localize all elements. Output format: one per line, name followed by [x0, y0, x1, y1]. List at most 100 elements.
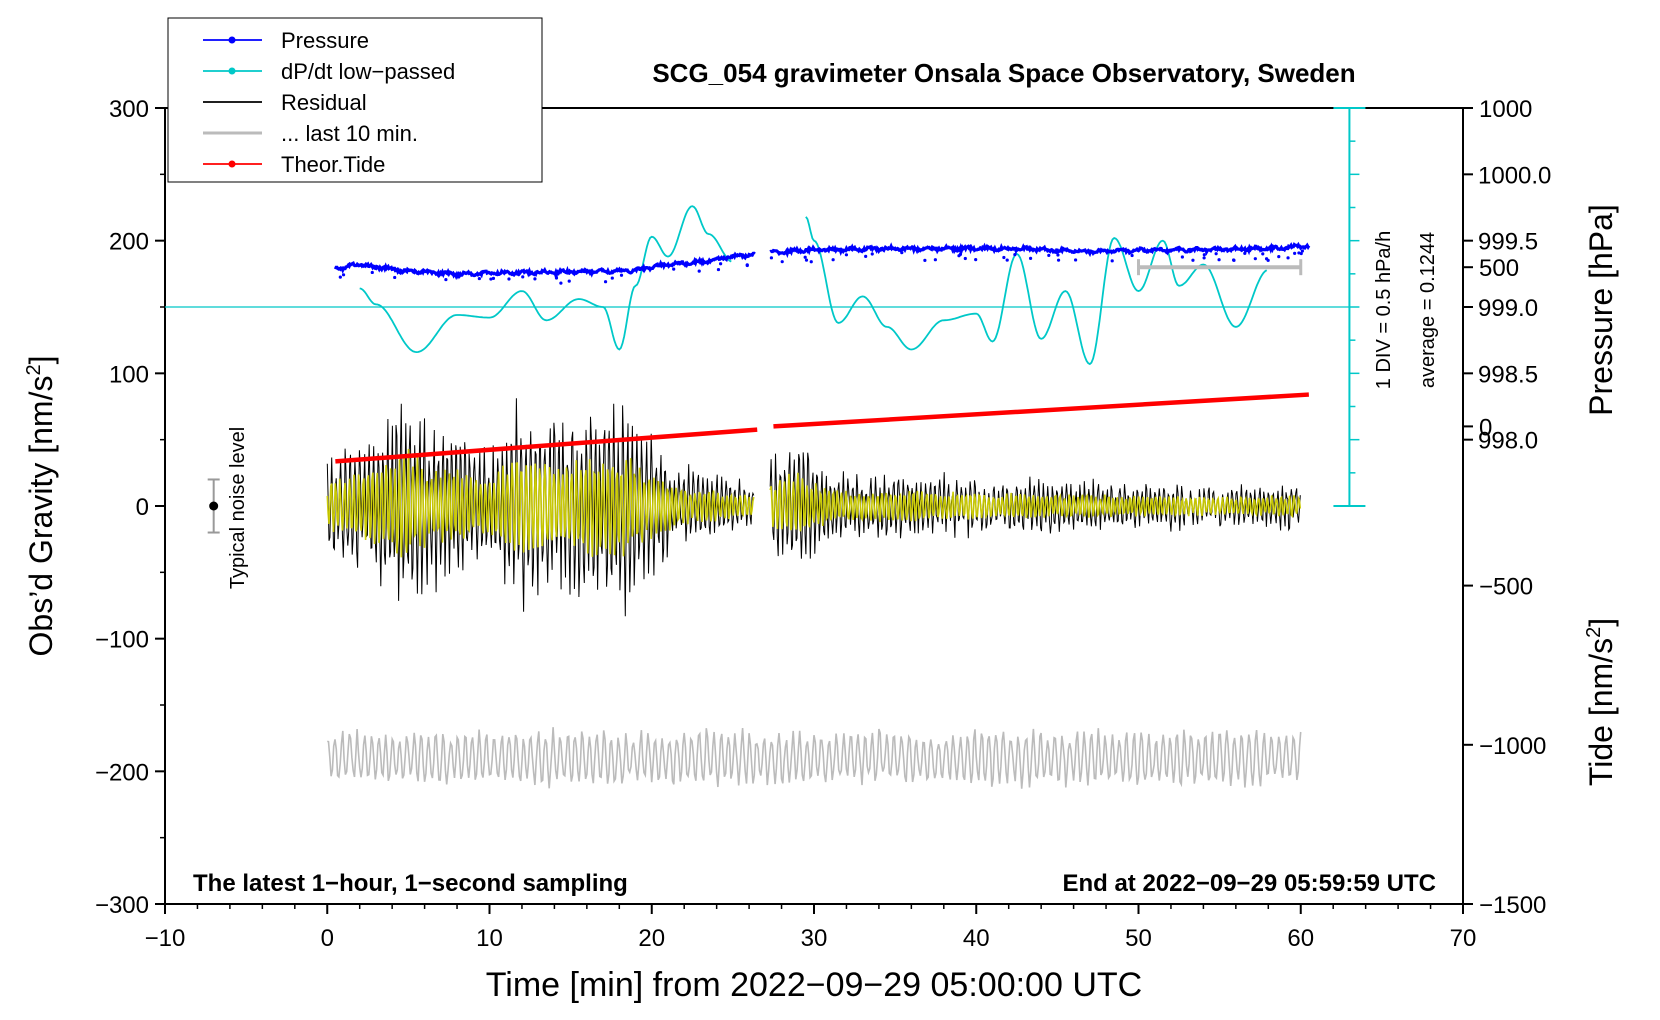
y-tick-label: 300 [109, 96, 149, 123]
pressure-point [393, 275, 397, 280]
pressure-layer [333, 241, 1311, 285]
pressure-point [1232, 258, 1236, 262]
pressure-tick-label: 999.5 [1478, 229, 1538, 256]
pressure-point [804, 258, 809, 262]
pressure-point [507, 277, 511, 281]
legend-label: dP/dt low−passed [281, 59, 455, 84]
pressure-point [1047, 253, 1051, 257]
residual-filtered-line [326, 448, 755, 558]
last10-layer [326, 259, 1303, 789]
noise-level-layer [207, 478, 220, 534]
x-tick-label: 0 [321, 925, 334, 952]
pressure-point [809, 260, 813, 264]
dpdt-line [359, 205, 732, 354]
y-tick-label: 100 [109, 361, 149, 388]
pressure-point [769, 256, 774, 260]
pressure-point [533, 277, 537, 281]
y-tick-label: −300 [95, 892, 149, 919]
pressure-point [1286, 256, 1290, 260]
pressure-point [1130, 253, 1134, 258]
pressure-tick-label: 999.0 [1478, 295, 1538, 322]
pressure-point [370, 270, 374, 275]
pressure-point [559, 281, 563, 285]
pressure-point [1261, 252, 1265, 256]
x-tick-label: 10 [476, 925, 503, 952]
dpdt-layer [359, 205, 1268, 366]
y-axis-label-left: Obs’d Gravity [nm/s2] [23, 356, 59, 657]
pressure-point [610, 276, 614, 280]
tide-line [773, 392, 1309, 429]
tide-tick-label: −1000 [1479, 733, 1546, 760]
annotation-average: average = 0.1244 [1417, 232, 1439, 388]
legend-label: Residual [281, 90, 367, 115]
residual-layer [326, 398, 1302, 617]
legend-box [167, 17, 543, 183]
pressure-point [1013, 252, 1017, 257]
y-axis-label-left-sup: 2 [23, 364, 45, 375]
pressure-point [338, 275, 342, 279]
y-tick-label: 200 [109, 229, 149, 256]
legend: Pressure dP/dt low−passed Residual ... last… [167, 17, 543, 183]
pressure-point [803, 255, 807, 259]
pressure-tick-label: 1000.0 [1478, 162, 1551, 189]
annotation-noise-level: Typical noise level [227, 427, 249, 589]
pressure-point [1110, 259, 1114, 263]
x-tick-label: 20 [638, 925, 665, 952]
pressure-point [1214, 252, 1218, 256]
y-tick-label: 0 [136, 494, 149, 521]
axis-ticks-layer: −10 0 10 20 30 40 50 60 703002001000−100−200−300… [95, 96, 1551, 952]
pressure-point [1180, 255, 1184, 259]
residual-filtered-line [769, 472, 1302, 532]
pressure-tick-label: 998.0 [1478, 428, 1538, 455]
pressure-point [844, 253, 849, 257]
tide-line [335, 427, 758, 464]
pressure-line [333, 251, 756, 281]
pressure-point [491, 276, 496, 280]
annotation-sampling: The latest 1−hour, 1−second sampling [193, 870, 628, 897]
pressure-point [444, 277, 448, 282]
y-axis-label-tide: Tide [nm/s2] [1583, 618, 1619, 786]
pressure-point [1028, 256, 1033, 260]
pressure-point [923, 258, 927, 262]
pressure-tick-label: 998.5 [1478, 361, 1538, 388]
last10-line [326, 727, 1302, 789]
pressure-point [521, 275, 525, 279]
pressure-point [619, 273, 624, 277]
x-tick-label: 60 [1287, 925, 1314, 952]
tide-tick-label: 1000 [1479, 96, 1532, 123]
pressure-point [672, 267, 676, 271]
pressure-point [1253, 257, 1257, 261]
pressure-point [716, 267, 721, 272]
pressure-point [1005, 258, 1009, 262]
tide-tick-label: −500 [1479, 574, 1533, 601]
pressure-point [1202, 256, 1206, 260]
pressure-point [1277, 255, 1281, 259]
y-tick-label: −200 [95, 759, 149, 786]
pressure-point [341, 273, 346, 277]
pressure-point [745, 263, 749, 267]
pressure-point [1299, 252, 1303, 256]
tide-layer [335, 392, 1309, 464]
y-axis-label-pressure: Pressure [hPa] [1583, 204, 1619, 416]
legend-marker [228, 160, 236, 168]
pressure-point [477, 276, 481, 281]
y-tick-label: −100 [95, 627, 149, 654]
x-axis-label: Time [min] from 2022−09−29 05:00:00 UTC [486, 966, 1142, 1004]
div-scale-layer [1333, 107, 1366, 507]
pressure-point [780, 260, 784, 264]
pressure-point [1056, 258, 1061, 262]
y-axis-label-tide-close: ] [1583, 618, 1619, 627]
x-tick-label: 40 [963, 925, 990, 952]
pressure-point [900, 251, 904, 255]
chart-title: SCG_054 gravimeter Onsala Space Observat… [652, 58, 1355, 88]
pressure-point [1073, 258, 1078, 262]
legend-marker [228, 67, 236, 75]
y-axis-label-left-main: Obs’d Gravity [nm/s [23, 376, 59, 657]
noise-level-point [209, 501, 219, 511]
pressure-line [769, 241, 1311, 259]
x-tick-label: −10 [145, 925, 186, 952]
pressure-point [1002, 255, 1006, 260]
tide-tick-label: 0 [1479, 414, 1492, 441]
pressure-point [974, 258, 978, 262]
pressure-point [870, 252, 874, 256]
